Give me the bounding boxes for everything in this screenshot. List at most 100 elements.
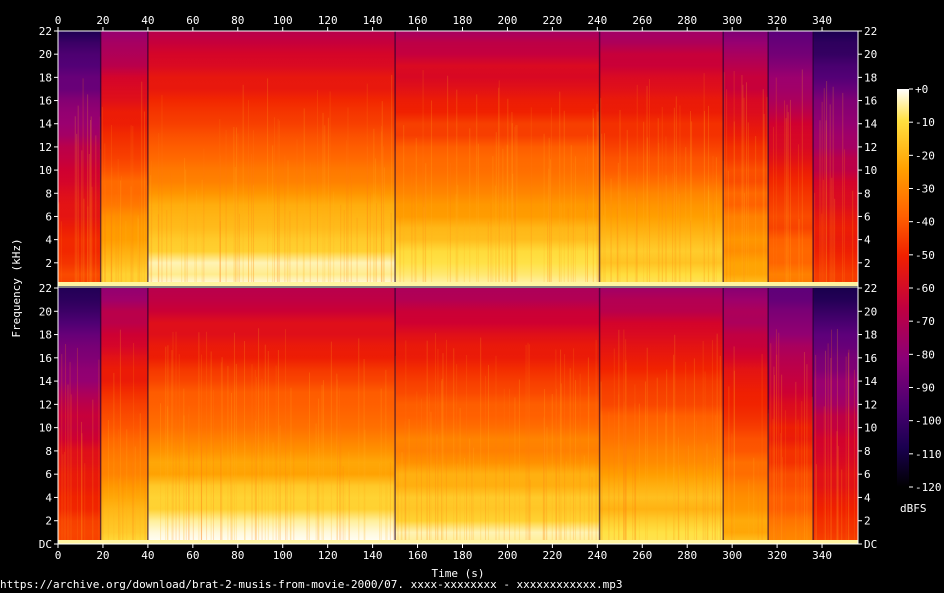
x-tick-label-bottom: 140 <box>363 549 383 562</box>
x-tick-label-top: 160 <box>408 14 428 27</box>
x-tick-label-top: 80 <box>231 14 244 27</box>
spectrogram-segment <box>58 288 101 544</box>
x-tick-label-top: 0 <box>55 14 62 27</box>
y-tick-label-right: 12 <box>864 141 877 154</box>
colorbar-tick-label: -70 <box>915 315 935 328</box>
y-axis-label: Frequency (kHz) <box>10 238 23 337</box>
colorbar-tick-label: -10 <box>915 116 935 129</box>
y-tick-label-left: DC <box>39 538 52 551</box>
colorbar-tick-label: -110 <box>915 448 942 461</box>
x-tick-label-top: 280 <box>677 14 697 27</box>
x-tick-label-top: 20 <box>96 14 109 27</box>
y-tick-label-left: 14 <box>39 118 53 131</box>
y-tick-label-left: 22 <box>39 25 52 38</box>
y-tick-label-left: 2 <box>45 515 52 528</box>
y-tick-label-right: 10 <box>864 422 877 435</box>
colorbar-tick-label: -60 <box>915 282 935 295</box>
spectrogram-segment <box>100 288 148 544</box>
spectrogram-segment <box>147 31 396 286</box>
x-tick-label-bottom: 220 <box>542 549 562 562</box>
y-tick-label-right: 2 <box>864 515 871 528</box>
x-tick-label-bottom: 100 <box>273 549 293 562</box>
spectrogram-segment <box>100 31 148 286</box>
x-tick-label-bottom: 240 <box>587 549 607 562</box>
x-tick-label-top: 340 <box>812 14 832 27</box>
y-tick-label-left: 8 <box>45 187 52 200</box>
y-tick-label-left: 18 <box>39 329 52 342</box>
file-url-footer: https://archive.org/download/brat-2-musi… <box>0 578 623 591</box>
y-tick-label-right: 8 <box>864 187 871 200</box>
y-tick-label-right: 10 <box>864 164 877 177</box>
x-tick-label-bottom: 300 <box>722 549 742 562</box>
x-tick-label-bottom: 20 <box>96 549 109 562</box>
x-tick-label-bottom: 40 <box>141 549 154 562</box>
y-tick-label-left: 14 <box>39 375 53 388</box>
y-tick-label-right: 4 <box>864 234 871 247</box>
colorbar-tick-label: -80 <box>915 348 935 361</box>
colorbar-ticks: +0 -10 -20 -30 -40 -50 -60 -70 -80 -90 -100 -110 -12… <box>909 83 942 494</box>
axes: 0 0 20 20 40 40 60 60 80 80 100 100 120 120 140 140 160 1… <box>39 14 878 562</box>
y-tick-label-right: 12 <box>864 398 877 411</box>
x-tick-label-top: 200 <box>498 14 518 27</box>
x-tick-label-bottom: 60 <box>186 549 199 562</box>
y-tick-label-left: 20 <box>39 48 52 61</box>
y-tick-label-right: 18 <box>864 329 877 342</box>
colorbar-tick-label: -90 <box>915 382 935 395</box>
spectrogram-segment <box>395 288 600 544</box>
y-tick-label-left: 20 <box>39 305 52 318</box>
x-tick-label-bottom: 0 <box>55 549 62 562</box>
channel-1-spectrogram <box>58 31 858 286</box>
x-tick-label-top: 180 <box>453 14 473 27</box>
y-tick-label-right: 22 <box>864 282 877 295</box>
x-tick-label-bottom: 180 <box>453 549 473 562</box>
x-tick-label-bottom: 80 <box>231 549 244 562</box>
y-tick-label-right: DC <box>864 538 877 551</box>
colorbar-tick-label: -100 <box>915 415 942 428</box>
x-tick-label-top: 300 <box>722 14 742 27</box>
y-tick-label-left: 6 <box>45 210 52 223</box>
colorbar-tick-label: +0 <box>915 83 928 96</box>
y-tick-label-right: 4 <box>864 491 871 504</box>
x-tick-label-bottom: 160 <box>408 549 428 562</box>
x-tick-label-top: 320 <box>767 14 787 27</box>
y-tick-label-right: 14 <box>864 375 878 388</box>
x-tick-label-bottom: 260 <box>632 549 652 562</box>
x-tick-label-bottom: 320 <box>767 549 787 562</box>
x-tick-label-top: 140 <box>363 14 383 27</box>
spectrogram-segment <box>723 288 769 544</box>
y-tick-label-left: 10 <box>39 422 52 435</box>
x-tick-label-bottom: 280 <box>677 549 697 562</box>
x-tick-label-top: 40 <box>141 14 154 27</box>
y-tick-label-left: 16 <box>39 352 52 365</box>
y-tick-label-left: 4 <box>45 234 52 247</box>
y-tick-label-left: 10 <box>39 164 52 177</box>
x-tick-label-bottom: 200 <box>498 549 518 562</box>
colorbar-tick-label: -20 <box>915 149 935 162</box>
dc-band <box>58 540 858 544</box>
spectrogram-segment <box>813 288 858 544</box>
spectrogram-segment <box>599 31 724 286</box>
y-tick-label-left: 12 <box>39 398 52 411</box>
colorbar-tick-label: -50 <box>915 249 935 262</box>
x-tick-label-bottom: 120 <box>318 549 338 562</box>
spectrogram-segment <box>813 31 858 286</box>
x-axis-label: Time (s) <box>432 567 485 580</box>
x-tick-label-bottom: 340 <box>812 549 832 562</box>
colorbar <box>897 89 909 487</box>
y-tick-label-right: 8 <box>864 445 871 458</box>
y-tick-label-left: 16 <box>39 95 52 108</box>
x-tick-label-top: 240 <box>587 14 607 27</box>
y-tick-label-right: 16 <box>864 95 877 108</box>
y-tick-label-right: 22 <box>864 25 877 38</box>
colorbar-tick-label: -30 <box>915 183 935 196</box>
x-tick-label-top: 260 <box>632 14 652 27</box>
colorbar-tick-label: -120 <box>915 481 942 494</box>
spectrogram-segment <box>395 31 600 286</box>
y-tick-label-left: 12 <box>39 141 52 154</box>
colorbar-label: dBFS <box>900 502 927 515</box>
y-tick-label-left: 18 <box>39 71 52 84</box>
spectrogram-segment <box>147 288 396 544</box>
y-tick-label-right: 14 <box>864 118 878 131</box>
y-tick-label-right: 20 <box>864 48 877 61</box>
